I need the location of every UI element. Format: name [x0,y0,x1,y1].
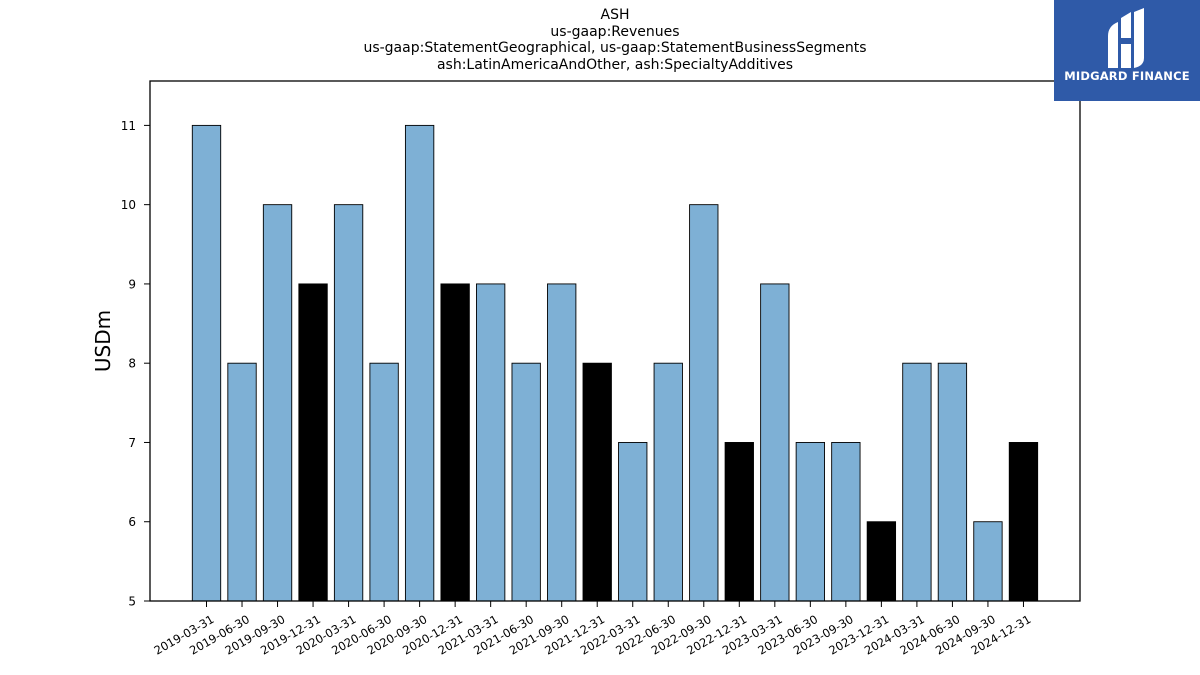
bar-2019-12-31 [298,283,328,602]
bar-2022-03-31 [618,442,648,602]
bar-2021-12-31 [582,362,612,602]
y-tick-label: 6 [128,515,136,529]
bar-2022-12-31 [724,442,754,602]
y-tick-label: 7 [128,436,136,450]
chart-title: ASH us-gaap:Revenues us-gaap:StatementGe… [150,7,1080,73]
bar-2023-12-31 [866,521,897,602]
bar-2021-06-30 [511,362,541,602]
title-line-1: ASH [600,7,630,23]
plot-frame [149,80,1081,602]
bar-2020-09-30 [404,124,435,602]
bars-group [191,124,1039,602]
y-axis-label: USDm [91,310,115,372]
midgard-finance-logo: MIDGARD FINANCE [1054,0,1200,101]
logo-text: MIDGARD FINANCE [1064,69,1190,83]
y-tick-label: 11 [121,119,136,133]
y-axis: 5 6 7 8 9 10 11 [121,119,150,609]
bar-2019-06-30 [227,362,257,602]
bar-2022-06-30 [653,362,683,602]
bar-2021-09-30 [547,283,577,602]
bar-2020-06-30 [369,362,399,602]
bar-2024-09-30 [973,521,1003,602]
y-tick-label: 10 [121,198,136,212]
y-tick-label: 9 [128,277,136,291]
bar-2024-06-30 [937,362,968,602]
title-line-3: us-gaap:StatementGeographical, us-gaap:S… [363,40,867,56]
bar-2024-03-31 [902,362,932,602]
title-line-2: us-gaap:Revenues [550,23,680,40]
title-line-4: ash:LatinAmericaAndOther, ash:SpecialtyA… [436,56,794,73]
y-tick-label: 5 [128,595,136,609]
logo-mark-icon [1108,8,1144,68]
bar-2020-03-31 [333,204,364,602]
bar-2019-09-30 [262,204,293,602]
bar-2021-03-31 [476,283,506,602]
x-axis: 2019-03-312019-06-302019-09-302019-12-31… [152,601,1033,658]
bar-2020-12-31 [440,283,470,602]
bar-2023-09-30 [831,442,861,602]
bar-2023-03-31 [760,283,790,602]
bar-2023-06-30 [795,442,825,602]
bar-2022-09-30 [689,204,719,602]
bar-2019-03-31 [191,124,222,602]
bar-2024-12-31 [1008,442,1039,602]
y-tick-label: 8 [128,357,136,371]
